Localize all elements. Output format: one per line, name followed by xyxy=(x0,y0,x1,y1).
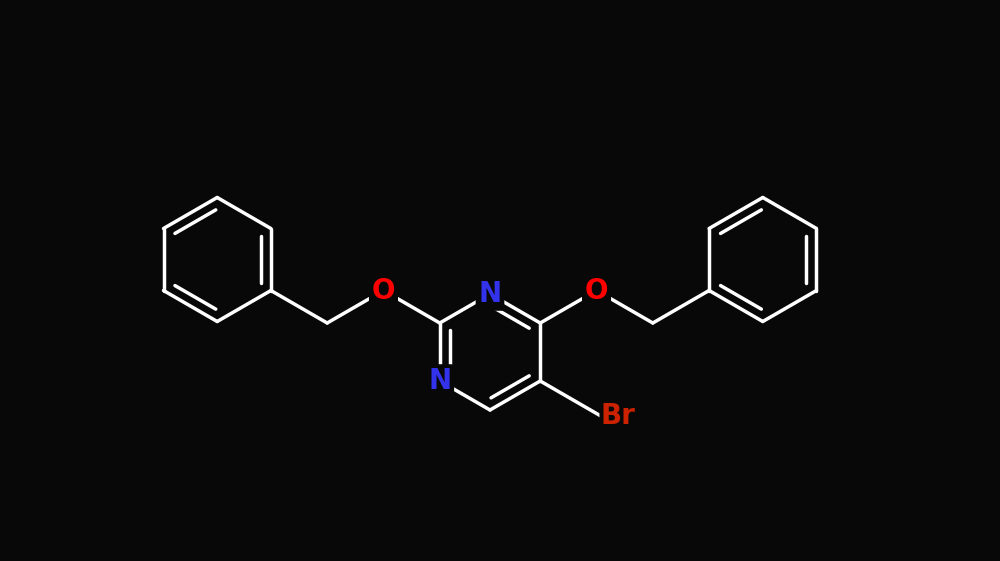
Text: N: N xyxy=(428,367,451,395)
Text: O: O xyxy=(585,277,608,305)
Text: Br: Br xyxy=(601,402,636,430)
Text: N: N xyxy=(478,280,502,308)
Text: O: O xyxy=(372,277,395,305)
